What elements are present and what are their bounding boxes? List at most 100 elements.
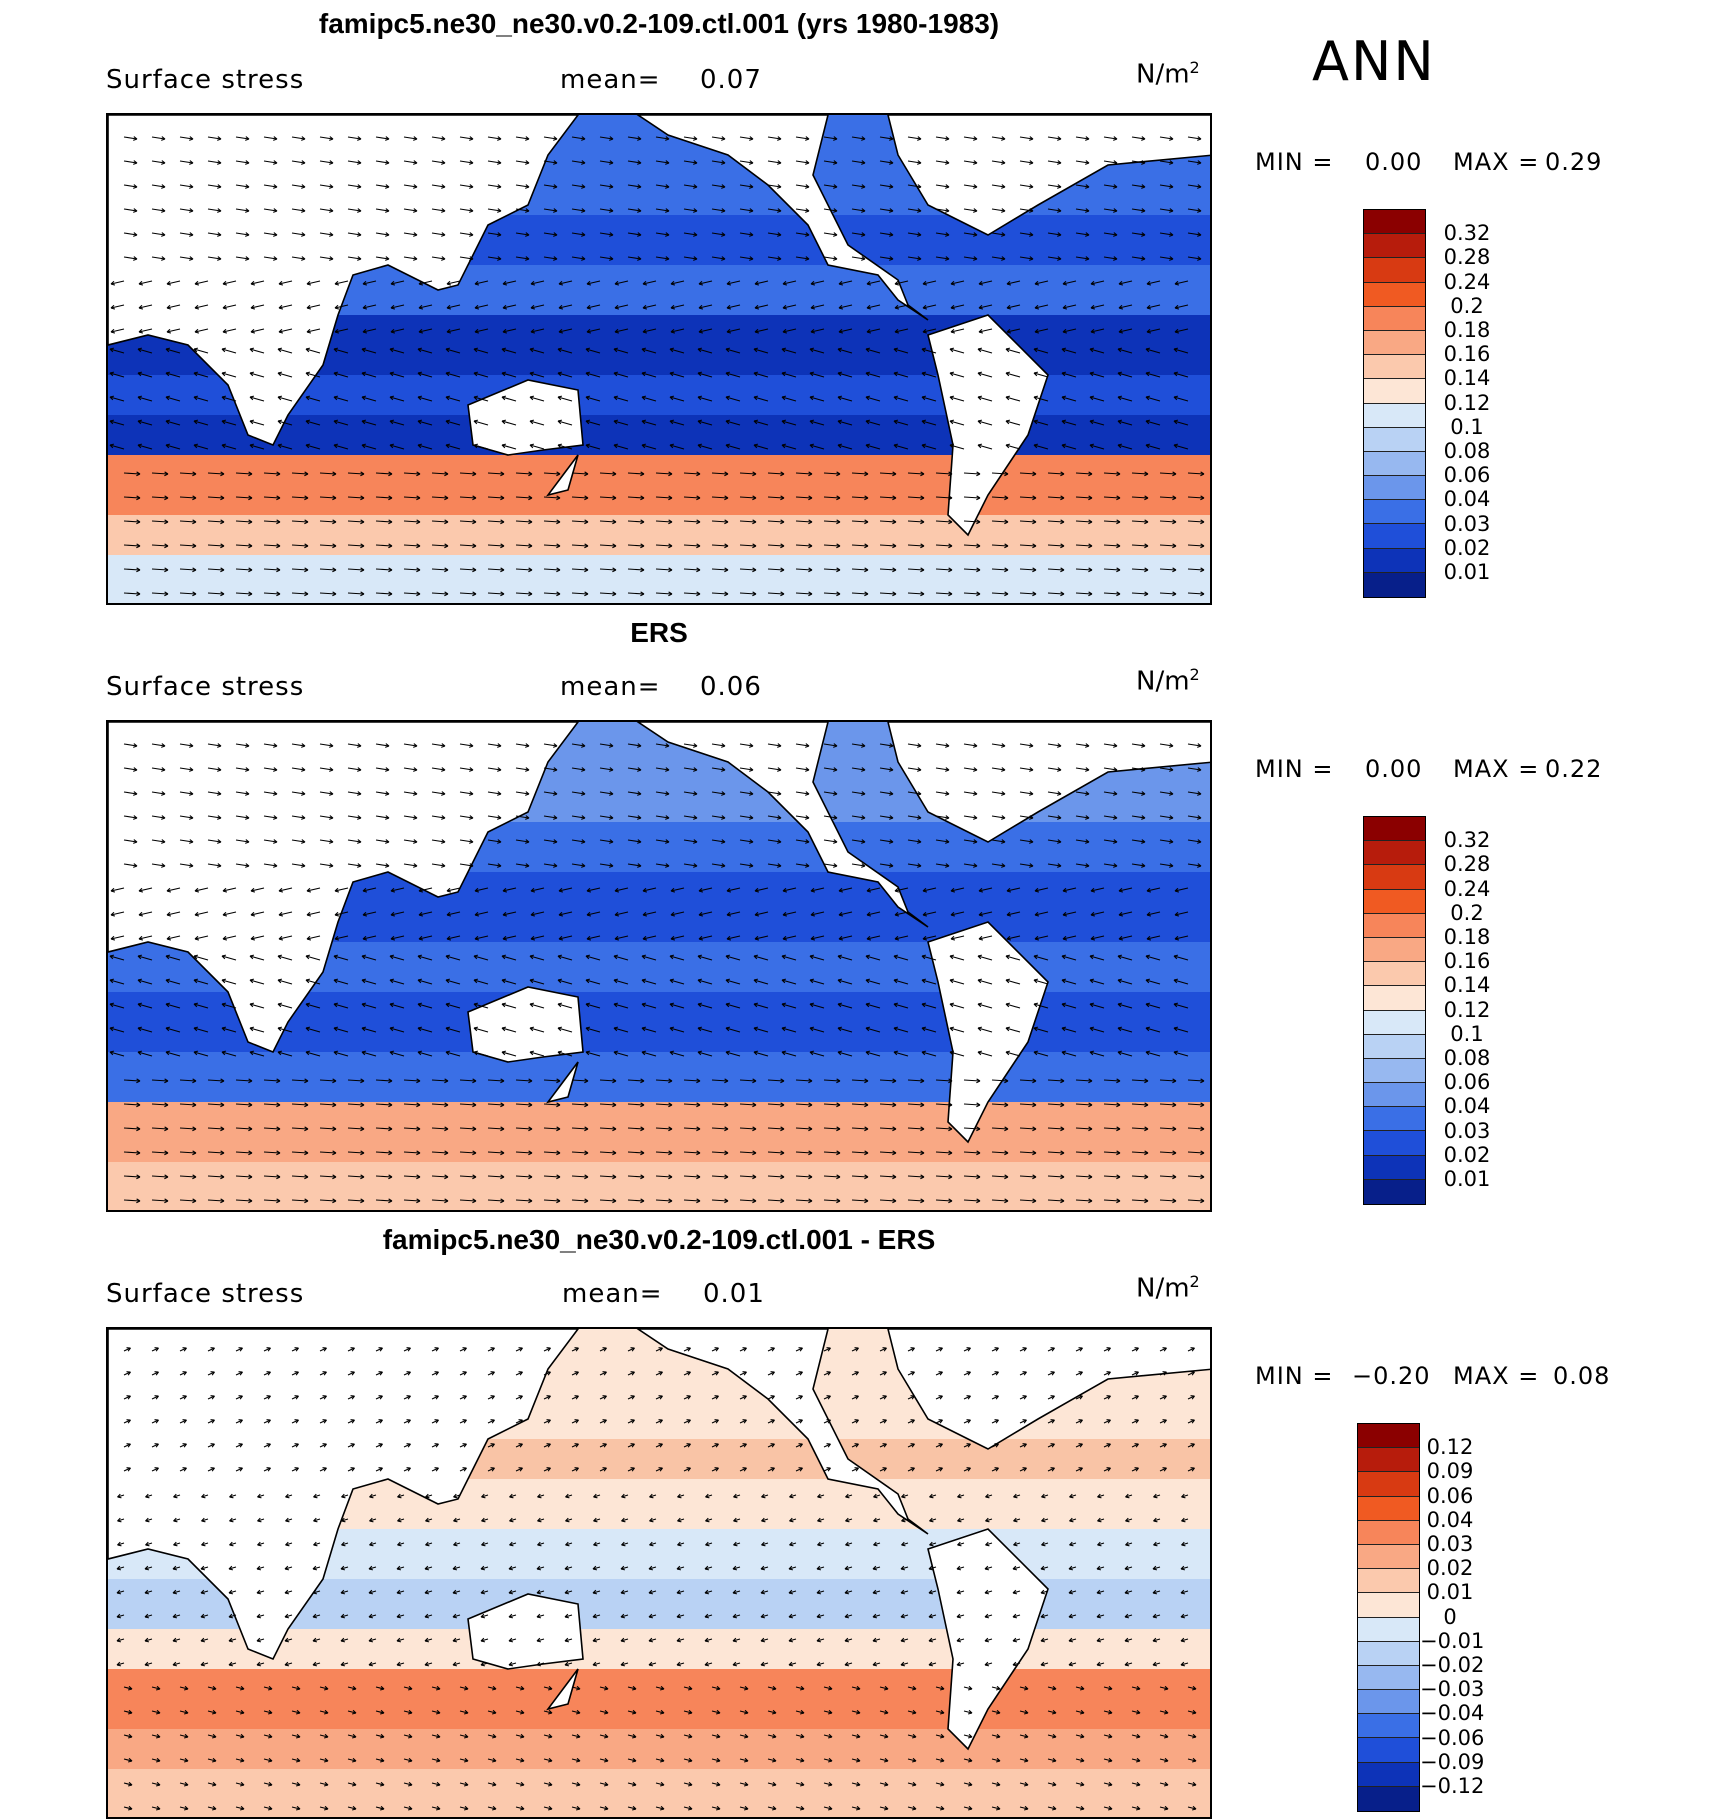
max-value: 0.29 [1545, 148, 1602, 176]
colorbar-swatch [1358, 1424, 1419, 1448]
colorbar-tick-label: 0.03 [1437, 512, 1497, 536]
units-label: N/m2 [1136, 665, 1200, 697]
colorbar-tick-label: 0.28 [1437, 852, 1497, 876]
colorbar-tick-label: 0.03 [1420, 1532, 1480, 1556]
colorbar-tick-label: 0.06 [1437, 1070, 1497, 1094]
colorbar-swatch [1358, 1714, 1419, 1738]
variable-label: Surface stress [106, 65, 304, 95]
mean-label: mean= [560, 672, 661, 702]
colorbar-tick-label: 0 [1420, 1605, 1480, 1629]
colorbar-tick-label: 0.32 [1437, 221, 1497, 245]
min-value: −0.20 [1352, 1362, 1431, 1390]
mean-label: mean= [562, 1279, 663, 1309]
colorbar-tick-label: 0.18 [1437, 925, 1497, 949]
panel-title: ERS [106, 617, 1212, 649]
colorbar-tick-label: −0.02 [1420, 1653, 1480, 1677]
min-value: 0.00 [1365, 755, 1422, 783]
colorbar-tick-label: 0.16 [1437, 342, 1497, 366]
colorbar-tick-label: 0.1 [1437, 1022, 1497, 1046]
colorbar-tick-label: 0.32 [1437, 828, 1497, 852]
colorbar-tick-label: −0.06 [1420, 1726, 1480, 1750]
min-value: 0.00 [1365, 148, 1422, 176]
colorbar-swatch [1358, 1472, 1419, 1496]
colorbar-tick-label: 0.01 [1437, 560, 1497, 584]
colorbar-swatch [1364, 1131, 1425, 1155]
units-label: N/m2 [1136, 1272, 1200, 1304]
colorbar-tick-label: −0.04 [1420, 1701, 1480, 1725]
colorbar-tick-label: 0.01 [1437, 1167, 1497, 1191]
colorbar-swatch [1364, 428, 1425, 452]
colorbar-tick-label: 0.24 [1437, 270, 1497, 294]
colorbar-tick-label: 0.18 [1437, 318, 1497, 342]
colorbar-swatch [1358, 1763, 1419, 1787]
colorbar [1363, 209, 1426, 598]
max-label: MAX = [1453, 755, 1539, 783]
colorbar-swatch [1364, 234, 1425, 258]
colorbar-swatch [1364, 817, 1425, 841]
colorbar-swatch [1358, 1642, 1419, 1666]
colorbar-tick-label: 0.03 [1437, 1119, 1497, 1143]
colorbar-swatch [1364, 500, 1425, 524]
colorbar-tick-label: 0.06 [1437, 463, 1497, 487]
max-label: MAX = [1453, 1362, 1539, 1390]
colorbar-swatch [1358, 1569, 1419, 1593]
colorbar-swatch [1364, 524, 1425, 548]
colorbar-tick-label: 0.14 [1437, 366, 1497, 390]
colorbar-swatch [1364, 476, 1425, 500]
colorbar-tick-label: 0.12 [1437, 998, 1497, 1022]
colorbar-swatch [1364, 986, 1425, 1010]
min-label: MIN = [1255, 148, 1333, 176]
colorbar-tick-label: 0.24 [1437, 877, 1497, 901]
panel-model: famipc5.ne30_ne30.v0.2-109.ctl.001 (yrs … [0, 0, 1710, 605]
colorbar-swatch [1364, 331, 1425, 355]
variable-label: Surface stress [106, 1279, 304, 1309]
colorbar-tick-label: 0.02 [1437, 1143, 1497, 1167]
colorbar-swatch [1364, 962, 1425, 986]
colorbar-swatch [1358, 1666, 1419, 1690]
colorbar-swatch [1364, 841, 1425, 865]
colorbar-tick-label: −0.01 [1420, 1629, 1480, 1653]
colorbar-swatch [1358, 1787, 1419, 1811]
colorbar-swatch [1364, 1035, 1425, 1059]
colorbar-swatch [1364, 379, 1425, 403]
colorbar-swatch [1358, 1690, 1419, 1714]
map-ers-stress [106, 720, 1212, 1212]
colorbar-swatch [1358, 1497, 1419, 1521]
colorbar-tick-label: 0.08 [1437, 439, 1497, 463]
colorbar-tick-label: 0.06 [1420, 1484, 1480, 1508]
min-label: MIN = [1255, 1362, 1333, 1390]
colorbar-tick-label: 0.28 [1437, 245, 1497, 269]
colorbar-tick-label: 0.16 [1437, 949, 1497, 973]
colorbar-swatch [1358, 1448, 1419, 1472]
colorbar-tick-label: 0.1 [1437, 415, 1497, 439]
colorbar-tick-label: 0.08 [1437, 1046, 1497, 1070]
colorbar-tick-label: 0.2 [1437, 294, 1497, 318]
variable-label: Surface stress [106, 672, 304, 702]
colorbar-swatch [1364, 865, 1425, 889]
colorbar-tick-label: 0.12 [1437, 391, 1497, 415]
colorbar-swatch [1364, 1156, 1425, 1180]
colorbar-tick-label: −0.12 [1420, 1774, 1480, 1798]
mean-value: 0.07 [700, 65, 762, 95]
colorbar-swatch [1358, 1545, 1419, 1569]
colorbar-swatch [1364, 404, 1425, 428]
units-label: N/m2 [1136, 58, 1200, 90]
colorbar-swatch [1364, 258, 1425, 282]
colorbar-tick-label: 0.02 [1437, 536, 1497, 560]
colorbar-swatch [1364, 549, 1425, 573]
colorbar-swatch [1358, 1521, 1419, 1545]
colorbar-swatch [1364, 938, 1425, 962]
colorbar [1363, 816, 1426, 1205]
mean-value: 0.01 [703, 1279, 765, 1309]
colorbar-tick-label: 0.01 [1420, 1580, 1480, 1604]
colorbar-tick-label: −0.09 [1420, 1750, 1480, 1774]
colorbar-swatch [1364, 1059, 1425, 1083]
colorbar-tick-label: 0.2 [1437, 901, 1497, 925]
colorbar-tick-label: 0.09 [1420, 1459, 1480, 1483]
max-value: 0.08 [1553, 1362, 1610, 1390]
colorbar-swatch [1364, 1107, 1425, 1131]
panel-title: famipc5.ne30_ne30.v0.2-109.ctl.001 - ERS [106, 1224, 1212, 1256]
colorbar [1357, 1423, 1420, 1812]
colorbar-swatch [1364, 914, 1425, 938]
mean-label: mean= [560, 65, 661, 95]
